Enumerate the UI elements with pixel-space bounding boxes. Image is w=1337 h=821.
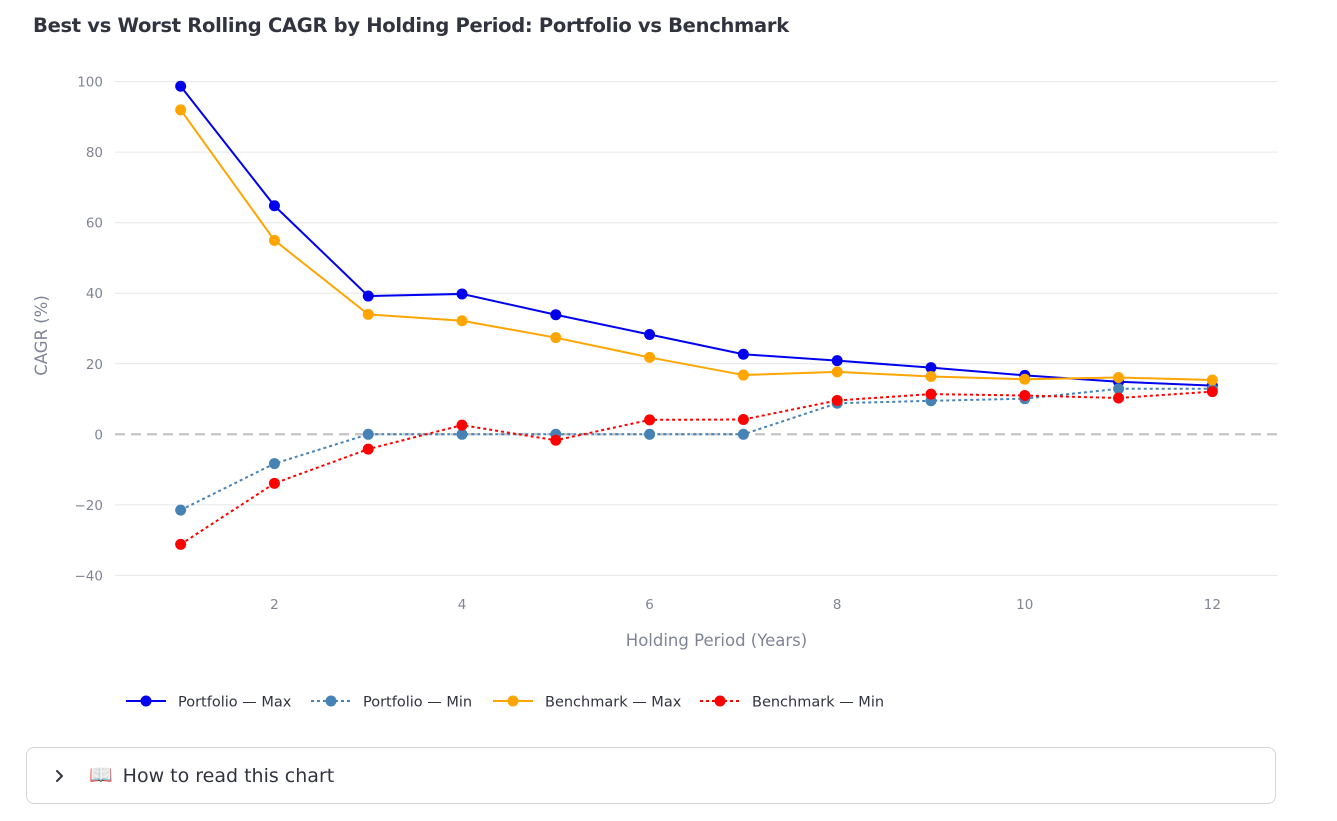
series-0 xyxy=(175,80,1218,392)
data-point xyxy=(737,413,749,425)
data-point xyxy=(550,332,562,344)
data-point xyxy=(644,414,656,426)
series-1 xyxy=(175,383,1218,516)
data-point xyxy=(737,369,749,381)
data-point xyxy=(268,234,280,246)
data-point xyxy=(175,538,187,550)
data-point xyxy=(175,80,187,92)
x-tick-label: 4 xyxy=(458,597,467,613)
data-point xyxy=(268,477,280,489)
y-axis-ticks: −40 −20 0 20 40 60 80 100 xyxy=(75,75,104,585)
data-point xyxy=(1113,392,1125,404)
data-point xyxy=(362,308,374,320)
y-tick-label: 60 xyxy=(86,216,103,232)
line-chart: −40 −20 0 20 40 60 80 100 2 4 6 8 10 12 CAGR (%) Hol… xyxy=(32,75,1278,711)
series-line xyxy=(180,390,1213,546)
expander-label[interactable]: How to read this chart xyxy=(122,764,335,787)
legend-swatch-marker xyxy=(714,695,726,707)
book-icon: 📖 xyxy=(89,764,113,786)
x-axis-title: Holding Period (Years) xyxy=(626,631,807,650)
y-tick-label: 20 xyxy=(86,357,103,373)
data-point xyxy=(925,388,937,400)
series-lines xyxy=(175,80,1218,550)
data-point xyxy=(362,443,374,455)
data-point xyxy=(1113,372,1125,384)
chevron-right-icon[interactable] xyxy=(49,765,71,787)
data-point xyxy=(644,428,656,440)
x-tick-label: 8 xyxy=(833,597,842,613)
legend-swatch-marker xyxy=(325,695,337,707)
data-point xyxy=(1019,390,1031,402)
legend-swatch-marker xyxy=(507,695,519,707)
data-point xyxy=(925,362,937,374)
data-point xyxy=(456,419,468,431)
y-tick-label: −20 xyxy=(75,498,104,514)
x-tick-label: 10 xyxy=(1016,597,1033,613)
data-point xyxy=(737,348,749,360)
data-point xyxy=(925,370,937,382)
y-tick-label: 100 xyxy=(77,75,103,91)
data-point xyxy=(737,428,749,440)
series-2 xyxy=(175,104,1218,386)
data-point xyxy=(362,428,374,440)
data-point xyxy=(456,288,468,300)
x-tick-label: 2 xyxy=(270,597,279,613)
data-point xyxy=(550,434,562,446)
legend-label: Benchmark — Min xyxy=(752,695,884,711)
how-to-read-expander[interactable]: 📖 How to read this chart xyxy=(26,747,1276,804)
series-line xyxy=(180,387,1213,512)
data-point xyxy=(1113,383,1125,395)
x-tick-label: 6 xyxy=(645,597,654,613)
gridlines xyxy=(115,81,1278,576)
data-point xyxy=(1206,386,1218,398)
data-point xyxy=(268,200,280,212)
legend: Portfolio — Max Portfolio — Min Benchmark … xyxy=(126,695,884,711)
data-point xyxy=(831,394,843,406)
series-3 xyxy=(175,386,1218,550)
y-tick-label: 0 xyxy=(94,427,103,443)
data-point xyxy=(456,428,468,440)
data-point xyxy=(175,504,187,516)
legend-label: Portfolio — Min xyxy=(363,695,472,711)
x-tick-label: 12 xyxy=(1204,597,1221,613)
series-line xyxy=(179,85,1213,387)
x-axis-ticks: 2 4 6 8 10 12 xyxy=(270,597,1221,613)
data-point xyxy=(362,290,374,302)
data-point xyxy=(831,366,843,378)
legend-label: Portfolio — Max xyxy=(178,695,292,711)
data-point xyxy=(1206,374,1218,386)
data-point xyxy=(456,315,468,327)
y-tick-label: 40 xyxy=(86,286,103,302)
chart-title: Best vs Worst Rolling CAGR by Holding Pe… xyxy=(33,14,789,37)
y-tick-label: −40 xyxy=(75,568,104,584)
series-line xyxy=(179,109,1213,381)
data-point xyxy=(831,355,843,367)
data-point xyxy=(268,458,280,470)
legend-swatch-marker xyxy=(140,695,152,707)
data-point xyxy=(644,351,656,363)
y-axis-title: CAGR (%) xyxy=(32,295,51,376)
data-point xyxy=(644,328,656,340)
data-point xyxy=(1019,373,1031,385)
legend-label: Benchmark — Max xyxy=(545,695,682,711)
data-point xyxy=(175,104,187,116)
data-point xyxy=(550,309,562,321)
y-tick-label: 80 xyxy=(86,145,103,161)
